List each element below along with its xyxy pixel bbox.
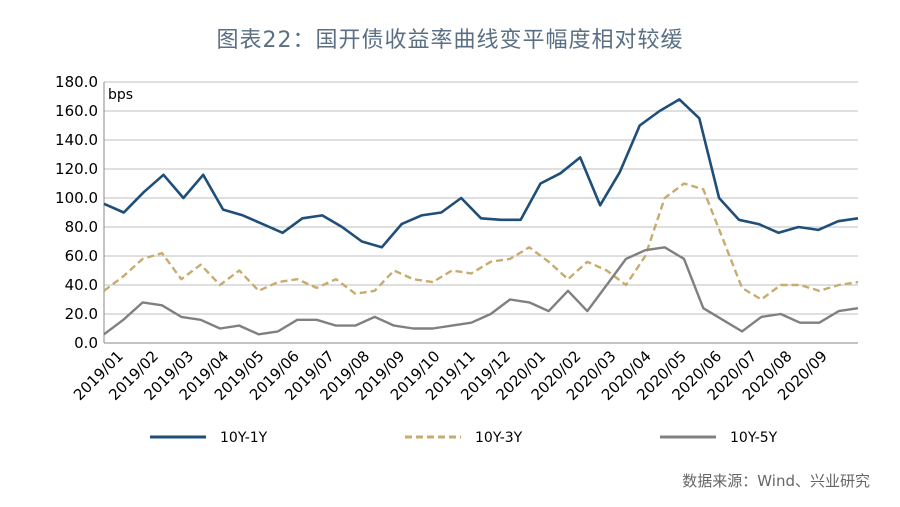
y-tick-label: 100.0 (55, 189, 98, 207)
legend-label: 10Y-5Y (730, 430, 778, 446)
series-lines (103, 98, 859, 336)
legend-label: 10Y-3Y (475, 430, 523, 446)
series-line-10y-1y (103, 98, 859, 249)
y-tick-label: 160.0 (55, 102, 98, 120)
y-tick-label: 140.0 (55, 131, 98, 149)
y-tick-label: 40.0 (65, 276, 98, 294)
source-note: 数据来源：Wind、兴业研究 (682, 472, 870, 490)
y-axis: 180.0 160.0 140.0 120.0 100.0 80.0 60.0 40.0 20.… (55, 73, 858, 352)
y-tick-label: 20.0 (65, 305, 98, 323)
gridlines (104, 81, 858, 344)
y-tick-label: 0.0 (74, 334, 98, 352)
y-tick-label: 60.0 (65, 247, 98, 265)
series-line-10y-5y (103, 246, 859, 336)
y-tick-label: 120.0 (55, 160, 98, 178)
chart-title: 图表22：国开债收益率曲线变平幅度相对较缓 (216, 28, 684, 53)
y-unit-label: bps (108, 87, 133, 103)
x-axis: 2019/012019/022019/032019/042019/052019/… (70, 347, 831, 404)
y-tick-label: 80.0 (65, 218, 98, 236)
series-line-10y-3y (103, 182, 859, 301)
y-tick-label: 180.0 (55, 73, 98, 91)
legend: 10Y-1Y 10Y-3Y 10Y-5Y (150, 430, 778, 446)
legend-label: 10Y-1Y (220, 430, 268, 446)
